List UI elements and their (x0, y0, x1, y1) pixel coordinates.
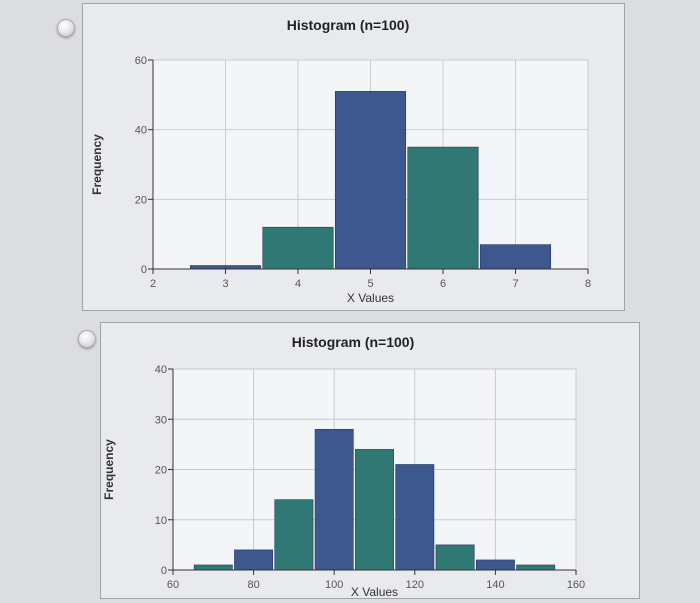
x-tick-label: 7 (512, 278, 518, 290)
histogram-bar (314, 429, 354, 571)
x-tick-label: 4 (295, 278, 301, 290)
histogram-bar (262, 226, 334, 270)
y-tick-label: 20 (155, 465, 167, 477)
histogram-bar (475, 559, 515, 571)
chart-title: Histogram (n=100) (292, 334, 415, 350)
x-tick-label: 160 (567, 579, 585, 591)
x-tick-label: 5 (367, 278, 373, 290)
x-tick-label: 80 (247, 579, 259, 591)
histogram-bar (334, 91, 407, 270)
y-tick-label: 0 (141, 264, 147, 276)
x-tick-label: 3 (222, 278, 228, 290)
histogram-bar (355, 449, 394, 571)
x-tick-label: 140 (486, 579, 504, 591)
histogram-bar (395, 464, 435, 571)
y-tick-label: 20 (135, 194, 147, 206)
option-1-radio[interactable] (57, 19, 75, 37)
histogram-bar (435, 544, 475, 571)
histogram-bar (274, 499, 314, 571)
option-1-chart-panel: 0 20 40 60 2 3 4 5 6 7 8 Histogram (n=100) X Values F… (82, 3, 625, 311)
y-tick-label: 0 (161, 565, 167, 577)
histogram-bar (234, 549, 274, 571)
chart-title: Histogram (n=100) (287, 17, 410, 33)
histogram-bar (479, 244, 552, 270)
option-2-chart-panel: 0 10 20 30 40 60 80 100 120 140 160 Histogram (n=10… (100, 322, 640, 599)
y-axis-label: Frequency (90, 134, 104, 195)
histogram-bar (407, 146, 479, 270)
y-axis-label: Frequency (102, 439, 116, 500)
y-tick-label: 30 (155, 414, 167, 426)
x-tick-label: 6 (440, 278, 446, 290)
x-tick-label: 100 (325, 579, 343, 591)
x-axis-label: X Values (347, 291, 394, 305)
histogram-bar (193, 564, 233, 571)
histogram-bar (189, 265, 262, 270)
y-tick-label: 10 (155, 515, 167, 527)
y-tick-label: 40 (155, 364, 167, 376)
option-2-radio[interactable] (78, 330, 96, 348)
histogram-chart-1: 0 20 40 60 2 3 4 5 6 7 8 Histogram (n=100) X Values F… (90, 17, 591, 305)
histogram-bar (516, 564, 556, 571)
y-tick-label: 60 (135, 55, 147, 67)
x-tick-label: 8 (585, 278, 591, 290)
x-tick-label: 60 (167, 579, 179, 591)
x-tick-label: 2 (150, 278, 156, 290)
histogram-chart-2: 0 10 20 30 40 60 80 100 120 140 160 Histogram (n=10… (102, 334, 585, 599)
x-axis-label: X Values (351, 585, 398, 598)
x-tick-label: 120 (406, 579, 424, 591)
y-tick-label: 40 (135, 125, 147, 137)
